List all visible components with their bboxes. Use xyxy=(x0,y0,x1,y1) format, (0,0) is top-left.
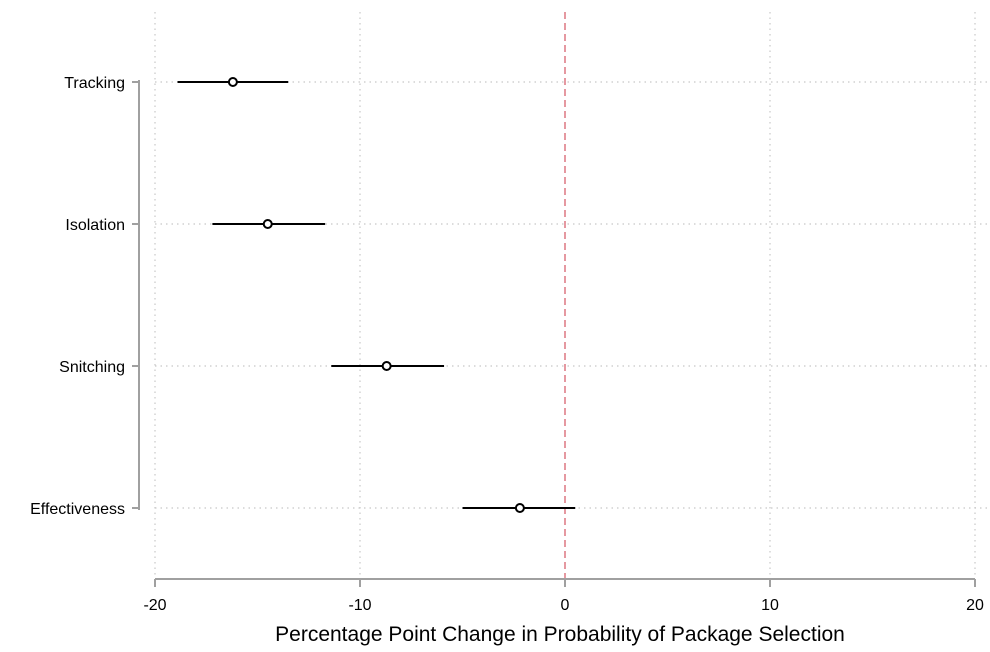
point-isolation xyxy=(262,219,273,229)
x-tick-label: -20 xyxy=(143,597,166,614)
axes: Tracking Isolation Snitching Effectiveness -… xyxy=(30,75,984,614)
x-tick-label: 10 xyxy=(761,597,779,614)
point-tracking xyxy=(227,77,238,87)
x-tick-label: 0 xyxy=(561,597,570,614)
y-tick-label: Isolation xyxy=(65,217,125,234)
point-snitching xyxy=(381,361,392,371)
point-effectiveness xyxy=(514,503,525,513)
x-tick-label: -10 xyxy=(348,597,371,614)
y-tick-label: Snitching xyxy=(59,359,125,376)
x-tick-label: 20 xyxy=(966,597,984,614)
y-tick-label: Effectiveness xyxy=(30,501,125,518)
y-tick-label: Tracking xyxy=(64,75,125,92)
data-marks xyxy=(177,77,576,513)
x-axis-title: Percentage Point Change in Probability o… xyxy=(275,623,845,646)
grid xyxy=(154,12,987,578)
